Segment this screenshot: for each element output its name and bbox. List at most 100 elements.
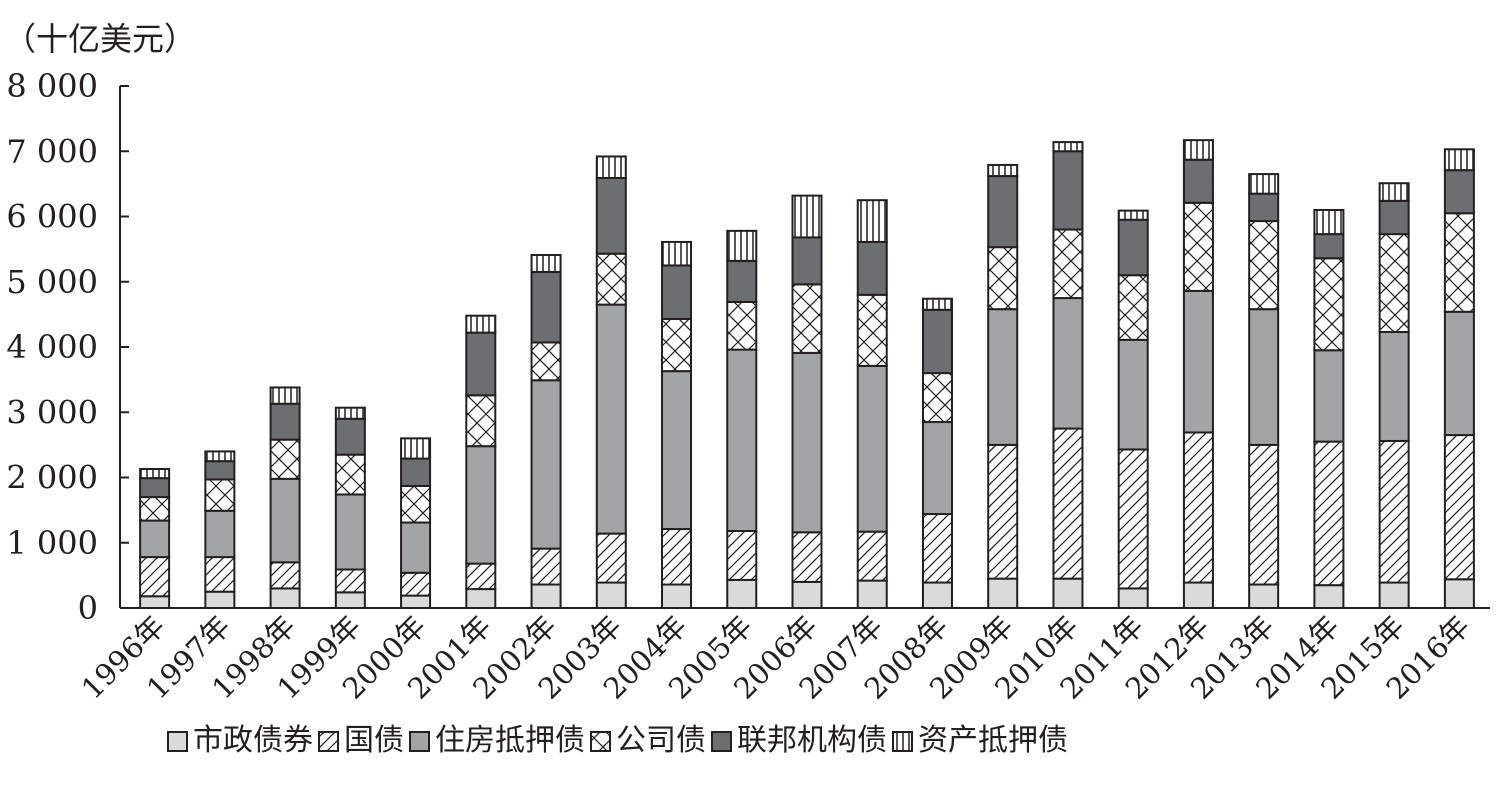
bar-segment: [921, 372, 953, 424]
bar-segment: [921, 308, 953, 375]
bar-segment: [1378, 199, 1410, 236]
bar-stack: [400, 437, 432, 609]
bar-segment: [1378, 233, 1410, 333]
bar-segment: [204, 478, 236, 512]
bar-stack: [1182, 139, 1214, 609]
bar-segment: [791, 531, 823, 583]
bar-segment: [856, 240, 888, 296]
legend-item: 公司债: [590, 723, 706, 758]
bar-segment: [1182, 201, 1214, 292]
bar-stack: [1052, 141, 1084, 610]
bar-segment: [1117, 587, 1149, 609]
bar-segment: [595, 155, 627, 180]
bar-stack: [530, 253, 562, 610]
bar-segment: [204, 590, 236, 609]
bar-segment: [661, 240, 693, 267]
bar-segment: [987, 246, 1019, 311]
bar-segment: [987, 577, 1019, 610]
bar-segment: [530, 341, 562, 382]
bar-segment: [204, 450, 236, 463]
bar-segment: [1248, 220, 1280, 311]
bar-segment: [1182, 139, 1214, 161]
y-tick-label: 8 000: [6, 67, 98, 105]
bar-segment: [334, 591, 366, 610]
bar-stack: [1443, 148, 1475, 609]
bar-segment: [1182, 289, 1214, 434]
bar-segment: [334, 417, 366, 456]
legend-swatch: [590, 731, 611, 752]
bar-stack: [856, 199, 888, 609]
bar-segment: [595, 303, 627, 535]
bar-segment: [1052, 228, 1084, 300]
legend-label: 住房抵押债: [435, 723, 585, 758]
bar-segment: [400, 571, 432, 597]
bar-segment: [269, 438, 301, 480]
bar-segment: [465, 562, 497, 591]
bar-segment: [791, 351, 823, 534]
legend-label: 国债: [344, 723, 404, 758]
bar-segment: [1052, 427, 1084, 580]
y-tick-label: 2 000: [6, 459, 98, 497]
bar-segment: [661, 370, 693, 531]
bar-segment: [1052, 150, 1084, 231]
bar-segment: [726, 229, 758, 262]
bar-segment: [530, 583, 562, 610]
bar-segment: [1052, 577, 1084, 610]
bar-segment: [1313, 257, 1345, 352]
bar-segment: [1182, 158, 1214, 204]
bar-segment: [139, 556, 171, 598]
bar-segment: [1248, 443, 1280, 586]
bar-segment: [1248, 192, 1280, 223]
bar-segment: [661, 317, 693, 373]
bar-segment: [1117, 209, 1149, 221]
bar-segment: [1443, 148, 1475, 172]
bar-segment: [987, 163, 1019, 178]
bar-segment: [726, 300, 758, 351]
bar-segment: [856, 364, 888, 533]
bar-segment: [465, 314, 497, 334]
bar-segment: [400, 594, 432, 609]
y-tick-label: 5 000: [6, 263, 98, 301]
bar-segment: [1313, 208, 1345, 236]
bar-segment: [400, 457, 432, 487]
bars: [139, 139, 1475, 610]
bar-segment: [791, 580, 823, 610]
legend-swatch: [167, 731, 188, 752]
bar-segment: [334, 406, 366, 420]
bar-segment: [204, 556, 236, 593]
bar-stack: [269, 386, 301, 609]
bar-segment: [595, 532, 627, 584]
bar-stack: [334, 406, 366, 610]
bar-segment: [987, 308, 1019, 446]
legend-item: 国债: [318, 723, 404, 758]
bar-segment: [1443, 434, 1475, 581]
bar-segment: [1313, 233, 1345, 260]
bar-segment: [1248, 583, 1280, 610]
bar-segment: [1117, 274, 1149, 341]
legend-item: 住房抵押债: [409, 723, 585, 758]
bar-segment: [400, 484, 432, 524]
bar-segment: [595, 252, 627, 306]
bar-segment: [921, 581, 953, 609]
y-tick-label: 3 000: [6, 393, 98, 431]
bar-segment: [269, 587, 301, 609]
legend-item: 市政债券: [167, 723, 313, 758]
bar-segment: [661, 583, 693, 610]
bar-segment: [334, 453, 366, 496]
bar-stack: [921, 297, 953, 609]
bar-segment: [726, 578, 758, 610]
bar-segment: [856, 293, 888, 367]
bar-segment: [661, 528, 693, 586]
bar-stack: [465, 314, 497, 610]
bar-segment: [595, 581, 627, 609]
bar-segment: [139, 496, 171, 522]
bar-segment: [334, 493, 366, 571]
bar-segment: [400, 521, 432, 574]
bar-segment: [139, 477, 171, 499]
bar-stack: [204, 450, 236, 609]
legend-label: 联邦机构债: [737, 723, 887, 758]
legend-item: 资产抵押债: [892, 723, 1068, 758]
bar-segment: [726, 348, 758, 533]
